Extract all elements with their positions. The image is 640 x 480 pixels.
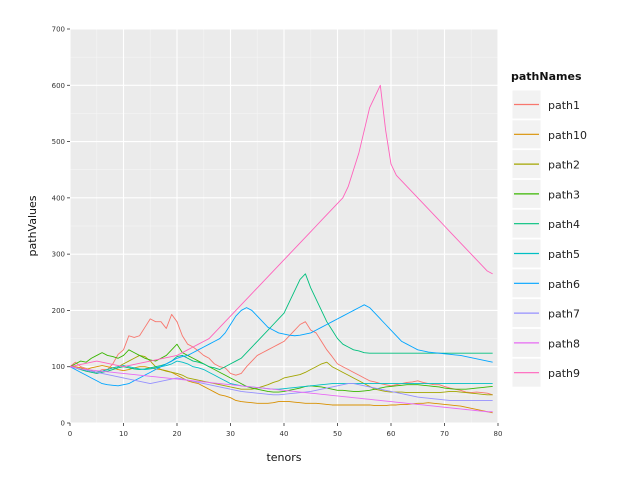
x-tick-label: 0 <box>68 430 72 438</box>
legend-label-path3: path3 <box>548 188 580 201</box>
axes: 0 10 20 30 40 50 60 70 80 0 100 200 300 400 500 600 700 <box>52 26 503 439</box>
series-line-path1 <box>69 313 493 396</box>
legend-label-path8: path8 <box>548 337 580 350</box>
series-line-path10 <box>70 365 493 414</box>
series-line-path5 <box>69 360 493 390</box>
y-tick-label: 0 <box>61 420 65 428</box>
y-tick-label: 400 <box>52 194 65 202</box>
series-line-path9 <box>69 84 493 368</box>
x-axis-title: tenors <box>266 451 301 464</box>
legend-label-path2: path2 <box>548 159 580 172</box>
x-tick-label: 80 <box>494 430 503 438</box>
x-tick-label: 60 <box>387 430 396 438</box>
series-line-path6 <box>69 304 493 387</box>
series-line-path8 <box>69 366 493 413</box>
legend-label-path5: path5 <box>548 248 580 261</box>
legend-label-path9: path9 <box>548 367 580 380</box>
y-tick-label: 600 <box>52 82 65 90</box>
grid-lines <box>69 28 499 424</box>
x-tick-label: 30 <box>226 430 235 438</box>
legend-label-path4: path4 <box>548 218 580 231</box>
x-tick-label: 40 <box>280 430 289 438</box>
y-axis-title: pathValues <box>26 195 39 256</box>
legend-label-path10: path10 <box>548 129 587 142</box>
y-tick-label: 300 <box>52 251 65 259</box>
series-line-path3 <box>69 343 493 393</box>
series-line-path7 <box>69 366 493 401</box>
y-tick-label: 200 <box>52 307 65 315</box>
legend-label-path7: path7 <box>548 308 580 321</box>
legend-label-path1: path1 <box>548 99 580 112</box>
y-tick-label: 100 <box>52 363 65 371</box>
x-tick-label: 50 <box>333 430 342 438</box>
x-tick-label: 70 <box>440 430 449 438</box>
x-tick-label: 10 <box>119 430 128 438</box>
legend-label-path6: path6 <box>548 278 580 291</box>
y-tick-label: 500 <box>52 138 65 146</box>
legend-title: pathNames <box>511 70 582 83</box>
series-lines <box>69 84 493 414</box>
x-tick-label: 20 <box>173 430 182 438</box>
y-tick-label: 700 <box>52 26 65 34</box>
legend: pathNames path1 path10 path2 path3 path4 path… <box>511 70 587 388</box>
